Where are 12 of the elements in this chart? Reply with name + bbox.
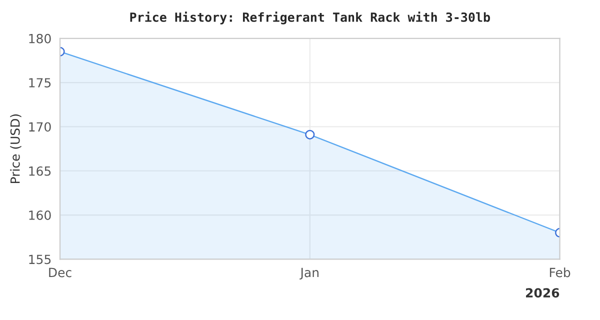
y-axis-title: Price (USD) — [10, 114, 22, 184]
text: 2026 — [526, 288, 560, 298]
y-tick-label: 155 — [29, 254, 51, 264]
y-tick-label: 175 — [29, 78, 51, 88]
x-tick-label: Jan — [300, 268, 318, 280]
y-tick-label: 170 — [29, 122, 51, 132]
y-tick-label: 180 — [29, 34, 51, 44]
x-tick-label: Dec — [49, 268, 72, 278]
y-tick-label: 160 — [29, 210, 51, 220]
chart-title: Price History: Refrigerant Tank Rack with 3-30lb — [130, 12, 490, 24]
x-tick-label: Feb — [550, 268, 570, 278]
y-tick-label: 165 — [29, 166, 51, 176]
